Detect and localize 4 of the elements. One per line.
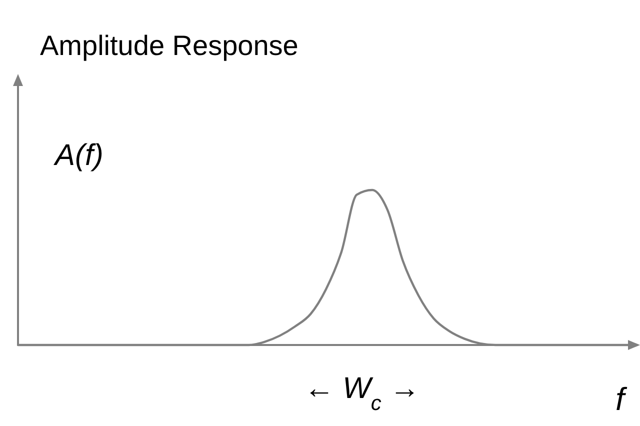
text: ← W$_{c}$ → (304, 372, 420, 414)
x-axis-title: f (616, 381, 628, 417)
chart-title: Amplitude Response (40, 30, 298, 61)
y-axis-title: A(f) (53, 139, 104, 172)
